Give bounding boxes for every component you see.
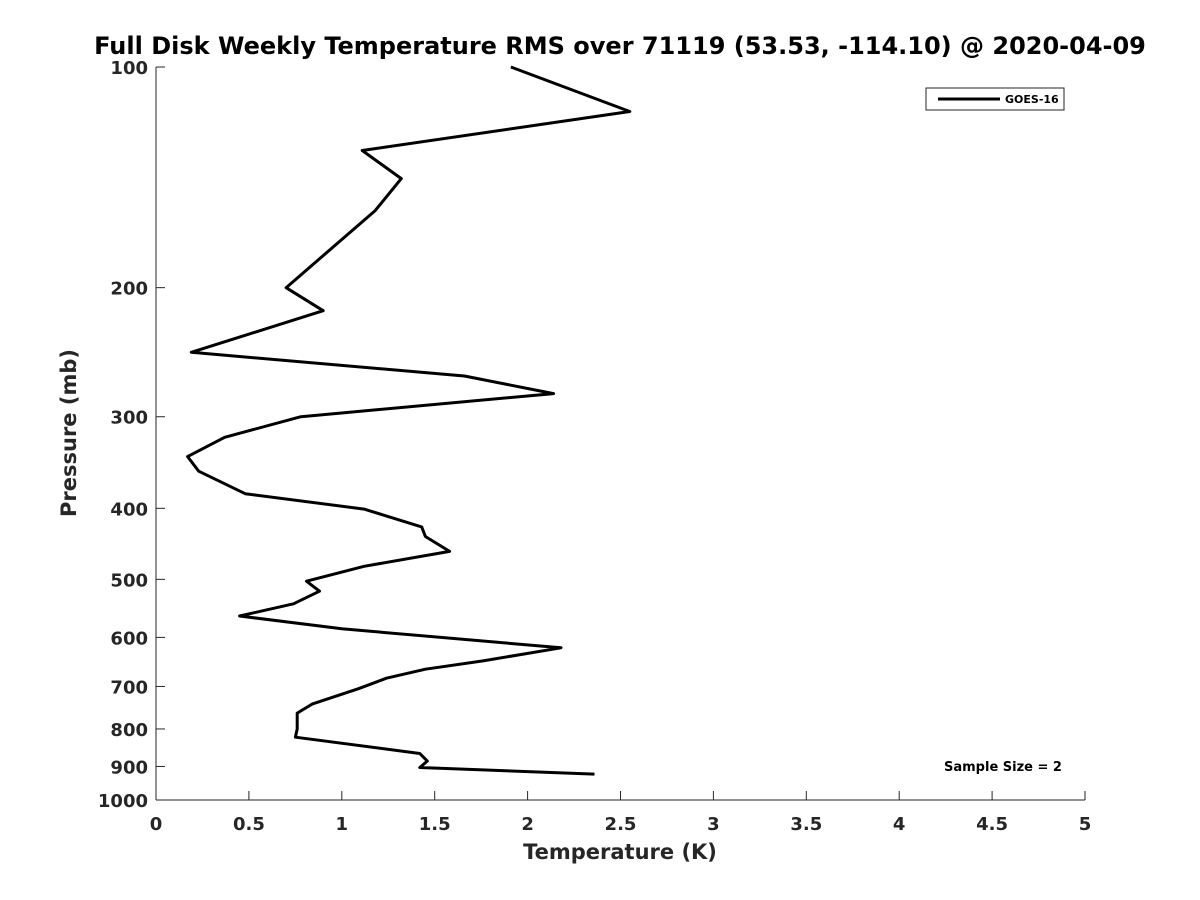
x-tick-label: 4.5 bbox=[976, 814, 1008, 835]
y-ticks: 100 200 300 400 500 600 700 800 900 1000 bbox=[98, 58, 165, 812]
y-tick-label: 700 bbox=[110, 677, 148, 698]
legend-entry: GOES-16 bbox=[1005, 93, 1059, 106]
y-tick-label: 400 bbox=[110, 499, 148, 520]
y-tick-label: 900 bbox=[110, 757, 148, 778]
sample-size-annotation: Sample Size = 2 bbox=[944, 760, 1062, 775]
y-tick-label: 1000 bbox=[98, 791, 148, 812]
y-tick-label: 200 bbox=[110, 279, 148, 300]
x-axis-label: Temperature (K) bbox=[523, 840, 717, 864]
x-tick-label: 4 bbox=[893, 814, 906, 835]
series-line-goes-16 bbox=[186, 65, 632, 776]
y-axis-label: Pressure (mb) bbox=[57, 349, 81, 517]
x-tick-label: 2.5 bbox=[605, 814, 637, 835]
y-tick-label: 500 bbox=[110, 570, 148, 591]
x-tick-label: 1 bbox=[336, 814, 349, 835]
x-tick-label: 0.5 bbox=[233, 814, 265, 835]
y-tick-label: 600 bbox=[110, 628, 148, 649]
y-tick-label: 300 bbox=[110, 408, 148, 429]
x-tick-label: 1.5 bbox=[419, 814, 451, 835]
x-tick-label: 0 bbox=[150, 814, 163, 835]
chart-title: Full Disk Weekly Temperature RMS over 71… bbox=[94, 32, 1146, 60]
x-tick-label: 2 bbox=[521, 814, 534, 835]
x-tick-label: 3.5 bbox=[790, 814, 822, 835]
y-tick-label: 800 bbox=[110, 720, 148, 741]
x-tick-label: 3 bbox=[707, 814, 720, 835]
x-ticks: 0 0.5 1 1.5 2 2.5 3 3.5 4 4.5 5 bbox=[150, 791, 1092, 835]
x-tick-label: 5 bbox=[1079, 814, 1092, 835]
y-tick-label: 100 bbox=[110, 58, 148, 79]
legend: GOES-16 bbox=[925, 87, 1065, 111]
